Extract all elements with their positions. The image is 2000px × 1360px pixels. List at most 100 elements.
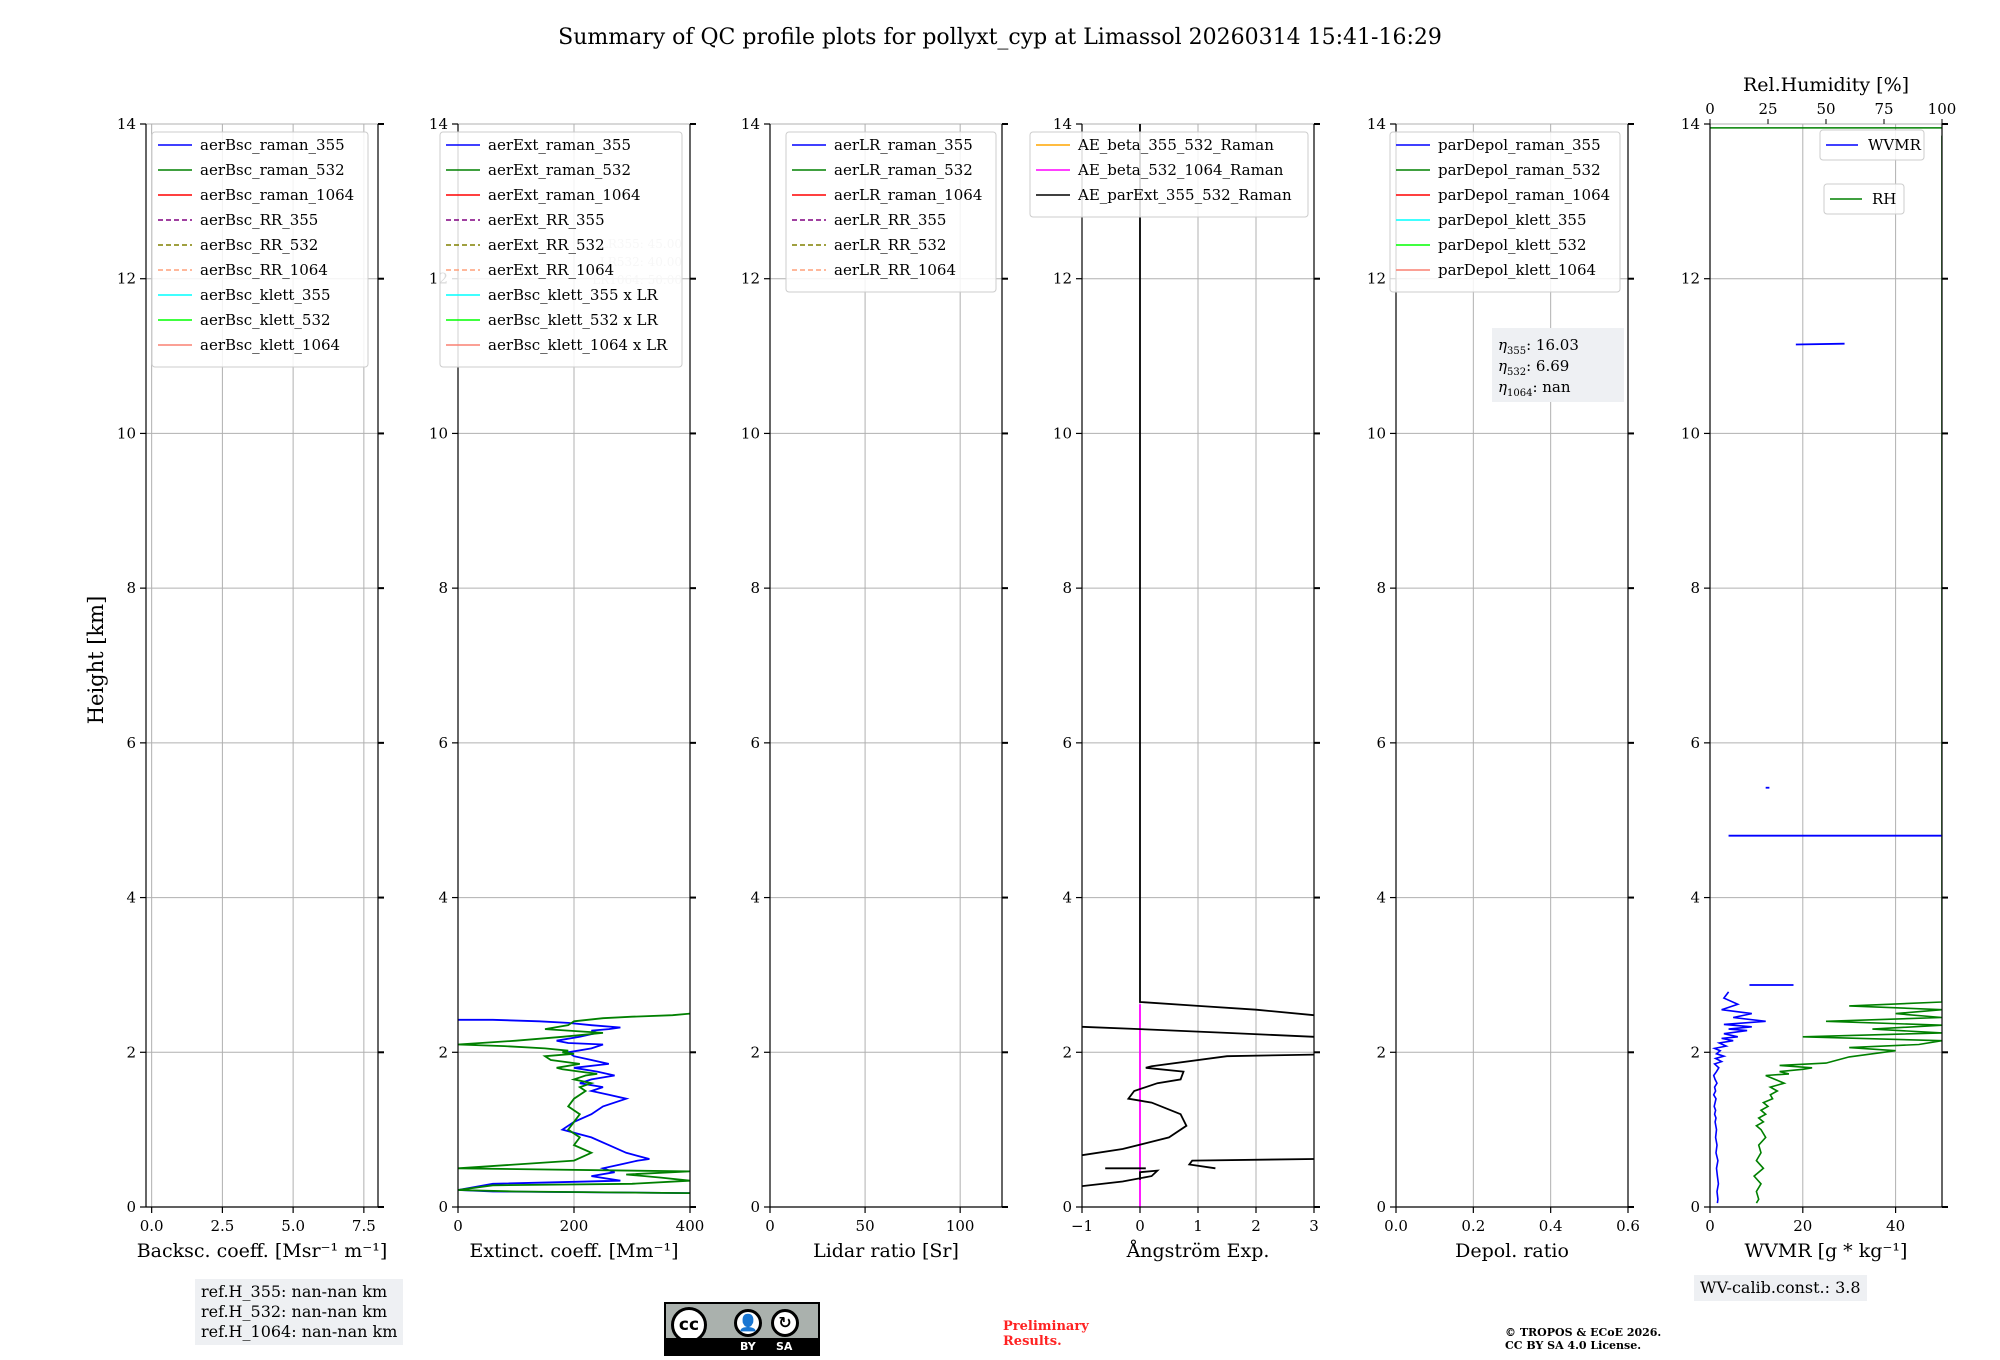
x-tick-label: 0.0: [140, 1217, 164, 1235]
y-tick-label: 12: [1053, 270, 1072, 288]
legend-label: parDepol_klett_355: [1438, 211, 1587, 229]
y-tick-label: 10: [1053, 424, 1072, 442]
legend-label: aerBsc_RR_1064: [200, 261, 328, 279]
x-tick-label: 2: [1251, 1217, 1261, 1235]
x-tick-label: 0: [1705, 1217, 1715, 1235]
ref-height-532: ref.H_532: nan-nan km: [201, 1302, 388, 1321]
legend-label: parDepol_raman_1064: [1438, 186, 1610, 204]
y-tick-label: 14: [117, 115, 136, 133]
y-tick-label: 4: [1376, 889, 1386, 907]
top-x-tick-label: 50: [1816, 100, 1835, 118]
top-x-axis-label: Rel.Humidity [%]: [1743, 74, 1909, 96]
legend-label: parDepol_klett_1064: [1438, 261, 1596, 279]
eta-box: [1492, 328, 1624, 402]
legend-box: [1389, 131, 1621, 293]
legend-label: aerBsc_klett_532: [200, 311, 331, 329]
series-line-AE_parExt_355_532_Raman: [1082, 1169, 1160, 1187]
y-tick-label: 12: [1367, 270, 1386, 288]
y-tick-label: 0: [1690, 1198, 1700, 1216]
by-person-icon: 👤: [734, 1309, 762, 1337]
y-tick-label: 2: [438, 1043, 448, 1061]
x-tick-label: 5.0: [281, 1217, 305, 1235]
wv-calib-box: WV-calib.const.: 3.8: [1694, 1275, 1867, 1301]
eta-symbol: η: [1498, 357, 1507, 375]
legend-label: RH: [1872, 190, 1896, 208]
x-tick-label: 50: [856, 1217, 875, 1235]
legend-box: [151, 131, 369, 368]
x-tick-label: 2.5: [210, 1217, 234, 1235]
legend-label: aerBsc_klett_532 x LR: [488, 311, 659, 329]
y-tick-label: 2: [1376, 1043, 1386, 1061]
top-x-tick-label: 25: [1758, 100, 1777, 118]
x-tick-label: 0.0: [1384, 1217, 1408, 1235]
eta-value: η355: 16.03: [1498, 336, 1579, 357]
top-x-tick-label: 100: [1928, 100, 1957, 118]
y-tick-label: 8: [438, 579, 448, 597]
legend-box: [785, 131, 997, 293]
y-tick-label: 12: [1681, 270, 1700, 288]
y-tick-label: 0: [750, 1198, 760, 1216]
eta-subscript: 1064: [1507, 388, 1532, 399]
legend-box: [1819, 129, 1925, 161]
y-tick-label: 4: [1062, 889, 1072, 907]
legend-label: AE_beta_532_1064_Raman: [1077, 161, 1284, 179]
legend-label: aerLR_RR_355: [834, 211, 946, 229]
legend-label: WVMR: [1868, 136, 1922, 154]
legend-label: aerBsc_RR_532: [200, 236, 318, 254]
cc-badge-bar: [666, 1338, 818, 1354]
y-axis-label: Height [km]: [84, 596, 108, 725]
preliminary-line-2: Results.: [1003, 1334, 1062, 1349]
legend-label: parDepol_raman_532: [1438, 161, 1601, 179]
x-tick-label: 0: [765, 1217, 775, 1235]
y-tick-label: 8: [1062, 579, 1072, 597]
x-axis-label: Lidar ratio [Sr]: [813, 1240, 959, 1262]
x-tick-label: 40: [1886, 1217, 1905, 1235]
y-tick-label: 4: [438, 889, 448, 907]
eta-value: η1064: nan: [1498, 378, 1571, 399]
y-tick-label: 12: [741, 270, 760, 288]
y-tick-label: 14: [429, 115, 448, 133]
eta-number: : nan: [1532, 378, 1570, 396]
series-line-aerExt_raman_532: [458, 1012, 690, 1194]
y-tick-label: 6: [1376, 734, 1386, 752]
y-tick-label: 14: [1681, 115, 1700, 133]
y-tick-label: 8: [750, 579, 760, 597]
y-tick-label: 10: [741, 424, 760, 442]
y-tick-label: 10: [429, 424, 448, 442]
legend-label: aerBsc_raman_355: [200, 136, 345, 154]
y-tick-label: 8: [126, 579, 136, 597]
eta-symbol: η: [1498, 378, 1507, 396]
y-tick-label: 6: [1690, 734, 1700, 752]
series-line-AE_parExt_355_532_Raman_e: [1082, 1025, 1314, 1038]
legend-label: aerBsc_klett_1064: [200, 336, 340, 354]
x-tick-label: 0: [453, 1217, 463, 1235]
legend-label: aerExt_RR_1064: [488, 261, 614, 279]
legend-label: aerLR_raman_1064: [834, 186, 982, 204]
y-tick-label: 6: [750, 734, 760, 752]
series-line-AE_parExt_355_532_Raman_c: [1187, 1158, 1314, 1170]
x-axis-label: Extinct. coeff. [Mm⁻¹]: [469, 1240, 678, 1262]
x-tick-label: 20: [1793, 1217, 1812, 1235]
y-tick-label: 2: [1690, 1043, 1700, 1061]
ref-height-1064: ref.H_1064: nan-nan km: [201, 1322, 398, 1341]
legend-box: [439, 131, 683, 368]
legend-box: [1823, 183, 1905, 215]
y-tick-label: 4: [1690, 889, 1700, 907]
series-line-AE_parExt_355_532_Raman_d: [1082, 1053, 1314, 1157]
eta-subscript: 355: [1507, 346, 1526, 357]
legend-label: aerLR_RR_532: [834, 236, 946, 254]
y-tick-label: 6: [1062, 734, 1072, 752]
y-tick-label: 6: [438, 734, 448, 752]
legend-label: aerExt_raman_355: [488, 136, 631, 154]
cc-license-badge: cc 👤 ↻ BY SA: [664, 1302, 820, 1356]
top-x-tick-label: 0: [1705, 100, 1715, 118]
legend-label: aerBsc_RR_355: [200, 211, 318, 229]
cc-by-label: BY: [740, 1340, 756, 1353]
x-tick-label: 100: [946, 1217, 975, 1235]
legend-label: aerExt_raman_532: [488, 161, 631, 179]
